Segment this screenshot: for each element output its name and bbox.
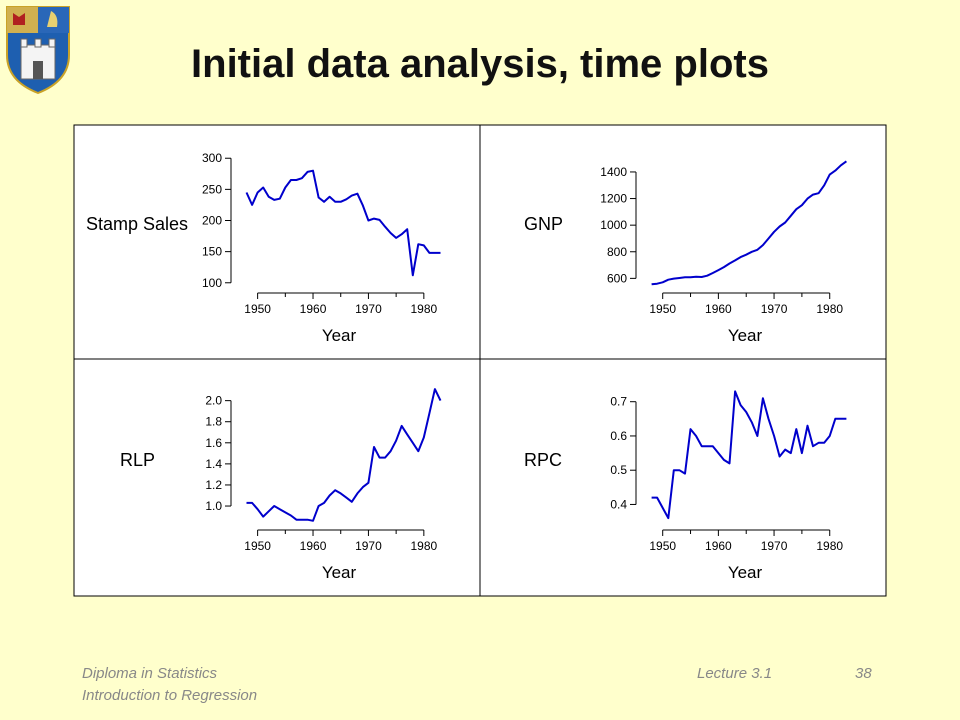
x-tick-label: 1950 [649,302,676,316]
x-axis-title: Year [322,563,357,582]
y-tick-label: 0.4 [610,497,627,511]
x-tick-label: 1970 [355,539,382,553]
y-tick-label: 1.4 [205,457,222,471]
x-tick-label: 1960 [705,302,732,316]
x-tick-label: 1960 [300,539,327,553]
x-tick-label: 1970 [761,539,788,553]
x-tick-label: 1960 [300,302,327,316]
panel-rpc: 0.4 0.5 0.6 0.7 1950 1960 1970 1980 Year RPC [524,390,847,582]
panel-gnp: 600 800 1000 1200 1400 1950 1960 1970 1980 Year GN… [524,160,847,345]
footer-lecture: Lecture 3.1 [697,665,773,682]
y-tick-label: 0.5 [610,463,627,477]
x-tick-label: 1980 [410,539,437,553]
y-tick-label: 1.8 [205,415,222,429]
footer-course-name: Diploma in Statistics [82,665,218,682]
x-tick-label: 1980 [816,302,843,316]
y-tick-label: 1.0 [205,499,222,513]
x-axis-title: Year [728,326,763,345]
y-tick-label: 300 [202,151,222,165]
y-tick-label: 800 [607,245,627,259]
y-axis-title: RPC [524,450,562,470]
footer-course: Diploma in Statistics Introduction to Re… [82,663,257,707]
y-axis-title: Stamp Sales [86,214,188,234]
x-tick-label: 1980 [410,302,437,316]
y-tick-label: 600 [607,271,627,285]
college-crest-logo [6,6,70,95]
y-tick-label: 0.7 [610,395,627,409]
slide-title: Initial data analysis, time plots [191,42,769,86]
y-axis-title: GNP [524,214,563,234]
x-tick-label: 1970 [355,302,382,316]
footer-page-number: 38 [855,665,872,682]
x-tick-label: 1970 [761,302,788,316]
x-tick-label: 1960 [705,539,732,553]
x-axis-title: Year [728,563,763,582]
x-tick-label: 1950 [649,539,676,553]
x-tick-label: 1950 [244,539,271,553]
y-tick-label: 1400 [600,165,627,179]
y-tick-label: 200 [202,214,222,228]
y-tick-label: 2.0 [205,394,222,408]
x-tick-label: 1980 [816,539,843,553]
y-tick-label: 1.2 [205,478,222,492]
y-tick-label: 1200 [600,192,627,206]
x-axis-title: Year [322,326,357,345]
y-tick-label: 250 [202,182,222,196]
y-tick-label: 150 [202,245,222,259]
y-tick-label: 0.6 [610,429,627,443]
footer-course-subtitle: Introduction to Regression [82,687,258,704]
series-line [246,388,442,522]
y-axis-title: RLP [120,450,155,470]
x-tick-label: 1950 [244,302,271,316]
series-line [245,169,441,277]
panel-stamp-sales: 100 150 200 250 300 1950 1960 1970 1980 Year Stamp… [86,151,441,345]
y-tick-label: 100 [202,276,222,290]
y-tick-label: 1.6 [205,436,222,450]
panel-rlp: 1.0 1.2 1.4 1.6 1.8 2.0 1950 1960 1970 1980 Year RL… [120,388,442,582]
series-line [651,390,847,520]
y-tick-label: 1000 [600,218,627,232]
series-line [651,160,847,286]
